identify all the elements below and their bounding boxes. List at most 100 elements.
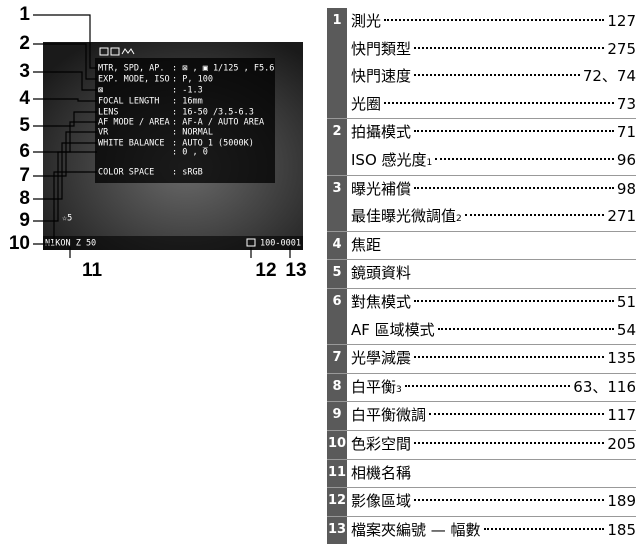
entries: 拍攝模式 71 ISO 感光度 1 96: [347, 119, 636, 174]
footnote-mark: 3: [396, 384, 402, 395]
page-number: 63、116: [573, 377, 636, 396]
leader: [414, 130, 614, 133]
entry-label: 焦距: [351, 235, 382, 254]
leader: [414, 186, 614, 189]
page-number: 275: [607, 39, 636, 58]
item-number: 3: [327, 175, 347, 231]
callout-number: 9: [19, 210, 30, 231]
screen-icons: [99, 47, 135, 56]
entries: 鏡頭資料: [347, 260, 636, 288]
index-entry: 光圈 73: [347, 91, 636, 119]
rating: ☆5: [62, 214, 72, 224]
page-number: 73: [616, 94, 636, 113]
page-number: 51: [616, 292, 636, 311]
callout-line: [33, 142, 97, 200]
leader: [429, 413, 605, 416]
leader: [435, 157, 614, 160]
entry-label: 影像區域: [351, 492, 412, 511]
page-number: 117: [607, 406, 636, 425]
item-number: 8: [327, 373, 347, 402]
index-entry: 快門速度 72、74: [347, 63, 636, 91]
index-group: 1 測光 127 快門類型 275 快門速度 72、74 光圈 73: [327, 8, 636, 119]
item-number: 5: [327, 260, 347, 288]
screen-value: : AF-A / AUTO AREA: [172, 118, 264, 128]
entry-label: 相機名稱: [351, 463, 412, 482]
callout-number: 3: [19, 61, 30, 82]
item-number: 1: [327, 8, 347, 119]
leader: [414, 441, 605, 444]
item-number: 2: [327, 119, 347, 175]
screen-value: : NORMAL: [172, 128, 213, 138]
screen-label: WHITE BALANCE: [98, 139, 165, 149]
screen-value: : 16mm: [172, 97, 203, 107]
index-entry: 對焦模式 51: [347, 289, 636, 317]
screen-value: : ⊠ , ▣ 1/125 , F5.6: [172, 64, 274, 74]
screen-label: EXP. MODE, ISO: [98, 75, 170, 85]
index-entry: 白平衡微調 117: [347, 402, 636, 430]
callout-line: [33, 171, 97, 245]
page-number: 54: [616, 320, 636, 339]
entries: 影像區域 189: [347, 488, 636, 516]
callout-number: 13: [285, 260, 306, 281]
callout-number: 6: [19, 141, 30, 162]
callout-line: [33, 111, 97, 127]
screen-value: : AUTO_1 (5000K): [172, 139, 254, 149]
leader: [414, 499, 605, 502]
leader: [414, 46, 605, 49]
leader: [483, 527, 605, 530]
item-number: 10: [327, 430, 347, 459]
index-entry: 影像區域 189: [347, 488, 636, 516]
index-entry: 鏡頭資料: [347, 260, 636, 288]
item-number: 7: [327, 345, 347, 373]
entry-label: ISO 感光度: [351, 150, 427, 169]
leader: [437, 327, 614, 330]
leader: [404, 384, 571, 387]
entry-label: AF 區域模式: [351, 320, 435, 339]
screen-value: : 0 , 0: [172, 148, 208, 158]
index-entry: 焦距: [347, 232, 636, 260]
entries: 白平衡微調 117: [347, 402, 636, 430]
entries: 白平衡 3 63、116: [347, 374, 636, 402]
screen-label: AF MODE / AREA: [98, 118, 170, 128]
page-number: 96: [616, 150, 636, 169]
file-number: 100-0001: [260, 239, 301, 249]
screen-label: FOCAL LENGTH: [98, 97, 159, 107]
callout-number: 11: [82, 260, 103, 281]
entries: 相機名稱: [347, 460, 636, 488]
callout-line: [33, 151, 97, 222]
entry-label: 測光: [351, 12, 382, 30]
page-number: 205: [607, 434, 636, 453]
entries: 測光 127 快門類型 275 快門速度 72、74 光圈 73: [347, 8, 636, 118]
index-group: 10 色彩空間 205: [327, 429, 636, 459]
page-number: 127: [607, 12, 636, 30]
status-bar: [43, 236, 303, 250]
index-group: 11 相機名稱: [327, 458, 636, 488]
index-group: 9 白平衡微調 117: [327, 401, 636, 430]
page-number: 271: [607, 207, 636, 226]
page-number: 72、74: [582, 67, 636, 86]
entry-label: 光圈: [351, 94, 382, 113]
screen-value: : -1.3: [172, 86, 203, 96]
callout-line: [33, 43, 97, 80]
file-icon: [246, 238, 256, 247]
item-number: 4: [327, 231, 347, 260]
index-entry: 曝光補償 98: [347, 176, 636, 204]
callout-line: [33, 121, 97, 153]
item-number: 6: [327, 288, 347, 345]
item-number: 9: [327, 402, 347, 430]
page-number: 185: [607, 520, 636, 539]
leader: [384, 101, 614, 104]
callout-number: 4: [19, 88, 30, 109]
index-group: 4 焦距: [327, 230, 636, 260]
entry-label: 鏡頭資料: [351, 264, 412, 283]
index-table: 1 測光 127 快門類型 275 快門速度 72、74 光圈 73 2 拍攝模式 71 ISO 感光度…: [327, 8, 636, 544]
page: MTR, SPD, AP.: ⊠ , ▣ 1/125 , F5.6 EXP. MO…: [9, 4, 636, 544]
entry-label: 快門速度: [351, 67, 412, 86]
index-entry: 快門類型 275: [347, 36, 636, 64]
entries: 曝光補償 98 最佳曝光微調值 2 271: [347, 176, 636, 231]
page-number: 71: [616, 123, 636, 142]
callout-line: [33, 14, 97, 69]
camera-name: NIKON Z 50: [45, 239, 96, 249]
index-entry: AF 區域模式 54: [347, 317, 636, 345]
entry-label: 光學減震: [351, 349, 412, 368]
